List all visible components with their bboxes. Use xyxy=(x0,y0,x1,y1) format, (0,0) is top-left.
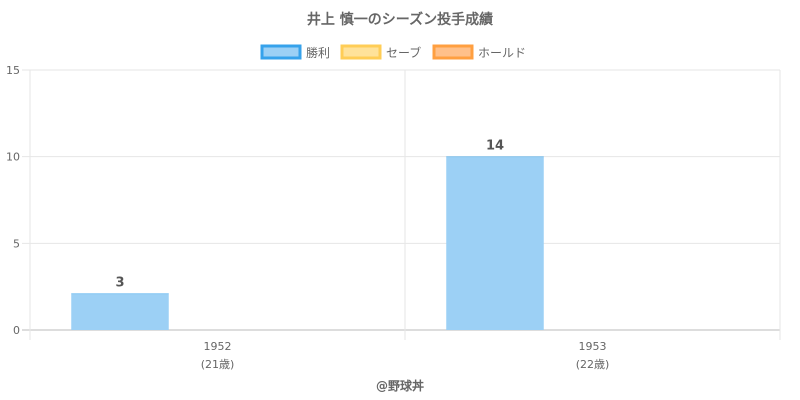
y-tick-label-3: 15 xyxy=(6,64,20,77)
x-axis: 1952 (21歳) 1953 (22歳) xyxy=(201,340,610,371)
y-tick-label-1: 5 xyxy=(13,237,20,250)
bar-1953-0[interactable] xyxy=(446,156,544,330)
data-label-1953-0: 14 xyxy=(486,139,504,154)
legend-swatch-1[interactable] xyxy=(340,44,382,60)
x-tick-label-0: 1952 xyxy=(204,340,232,353)
legend-swatch-2[interactable] xyxy=(432,44,474,60)
legend-label-2[interactable]: ホールド xyxy=(478,46,526,60)
watermark: @野球丼 xyxy=(376,378,424,393)
chart-title: 井上 慎一のシーズン投手成績 xyxy=(307,11,493,28)
x-tick-sublabel-0: (21歳) xyxy=(201,358,235,371)
legend-swatch-0[interactable] xyxy=(260,44,302,60)
legend-label-1[interactable]: セーブ xyxy=(386,45,421,60)
grid xyxy=(22,69,781,340)
x-tick-sublabel-1: (22歳) xyxy=(576,358,610,371)
bars: 3 14 xyxy=(71,139,544,330)
legend: 勝利 セーブ ホールド xyxy=(260,44,526,60)
y-axis: 0 5 10 15 xyxy=(6,64,20,337)
bar-1952-0[interactable] xyxy=(71,293,169,330)
legend-label-0[interactable]: 勝利 xyxy=(306,45,330,60)
x-tick-label-1: 1953 xyxy=(579,340,607,353)
y-tick-label-2: 10 xyxy=(6,151,20,164)
data-label-1952-0: 3 xyxy=(115,276,124,291)
y-tick-label-0: 0 xyxy=(13,324,20,337)
